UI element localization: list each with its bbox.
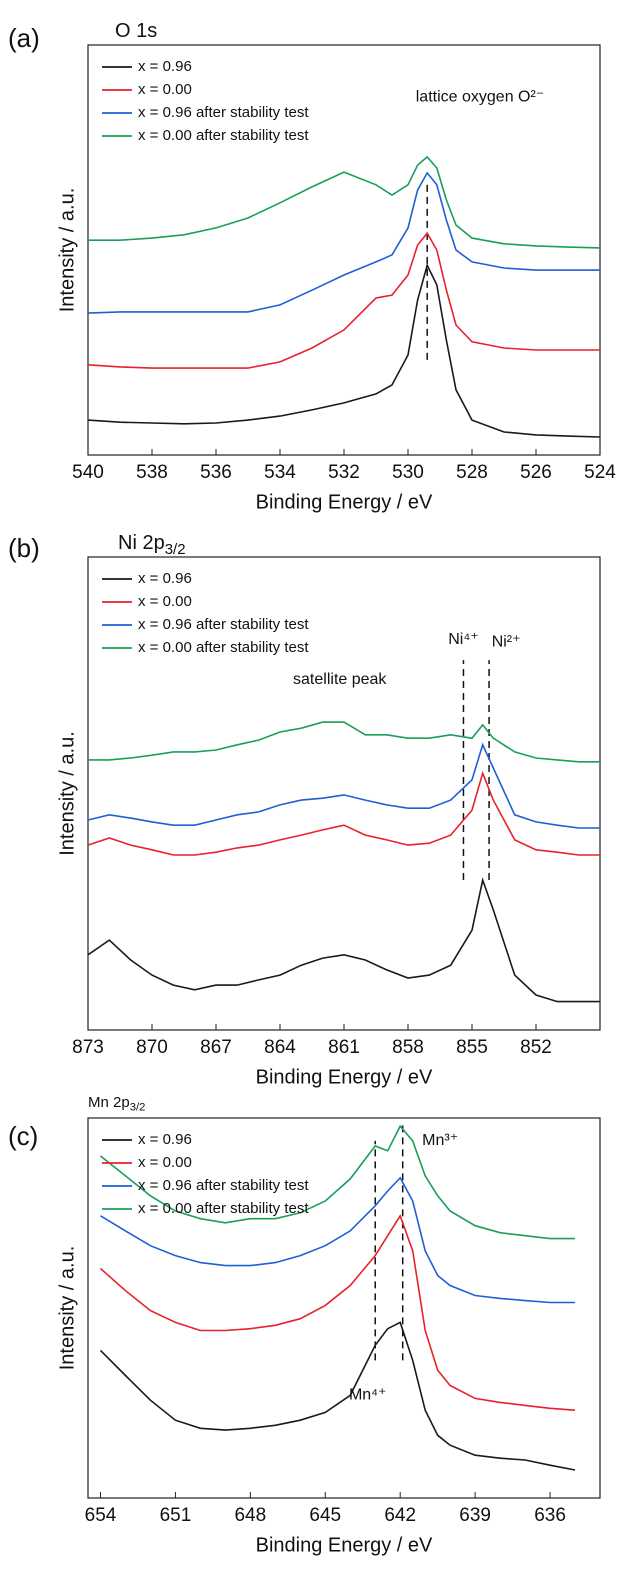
spectrum-line <box>99 1213 576 1411</box>
x-axis-label: Binding Energy / eV <box>256 1534 433 1556</box>
legend-label: x = 0.96 after stability test <box>138 104 309 121</box>
legend-label: x = 0.96 after stability test <box>138 1177 309 1194</box>
annotation: lattice oxygen O²⁻ <box>416 88 545 105</box>
x-tick-label: 639 <box>459 1505 491 1526</box>
x-tick-label: 530 <box>392 462 424 483</box>
panel-label: (b) <box>8 533 40 563</box>
x-tick-label: 540 <box>72 462 104 483</box>
legend-label: x = 0.00 after stability test <box>138 639 309 656</box>
x-tick-label: 861 <box>328 1037 360 1058</box>
panel-title: O 1s <box>115 20 157 42</box>
legend-label: x = 0.00 <box>138 81 192 98</box>
panel: (b) Ni 2p3/2 873 870 867 864 861 858 855 852 Bindi… <box>8 532 601 1088</box>
spectrum-line <box>88 721 600 763</box>
x-tick-label: 864 <box>264 1037 296 1058</box>
spectrum-line <box>88 155 601 249</box>
y-axis-label: Intensity / a.u. <box>56 188 78 313</box>
x-tick-label: 867 <box>200 1037 232 1058</box>
panel-title: Mn 2p3/2 <box>88 1094 145 1114</box>
legend-label: x = 0.00 <box>138 1154 192 1171</box>
legend-label: x = 0.96 <box>138 1131 192 1148</box>
x-tick-label: 536 <box>200 462 232 483</box>
x-tick-label: 648 <box>234 1505 266 1526</box>
legend-label: x = 0.00 <box>138 593 192 610</box>
x-tick-label: 651 <box>160 1505 192 1526</box>
panel-label: (c) <box>8 1121 38 1151</box>
x-tick-label: 855 <box>456 1037 488 1058</box>
x-axis-label: Binding Energy / eV <box>256 1066 433 1088</box>
legend-label: x = 0.00 after stability test <box>138 1200 309 1217</box>
x-tick-label: 524 <box>584 462 616 483</box>
title-main: Mn 2p <box>88 1094 130 1111</box>
x-tick-label: 654 <box>85 1505 117 1526</box>
plot-frame <box>87 1117 601 1499</box>
x-tick-label: 526 <box>520 462 552 483</box>
legend-label: x = 0.96 <box>138 570 192 587</box>
title-subscript: 3/2 <box>130 1101 146 1113</box>
x-tick-label: 642 <box>384 1505 416 1526</box>
x-tick-label: 858 <box>392 1037 424 1058</box>
legend-label: x = 0.96 <box>138 58 192 75</box>
x-tick-label: 538 <box>136 462 168 483</box>
annotation: Mn⁴⁺ <box>349 1387 387 1404</box>
panel-label: (a) <box>8 23 40 53</box>
spectrum-line <box>87 742 600 829</box>
title-subscript: 3/2 <box>165 541 186 558</box>
legend-label: x = 0.00 after stability test <box>138 127 309 144</box>
legend-label: x = 0.96 after stability test <box>138 616 309 633</box>
spectrum-line <box>100 1124 575 1240</box>
annotation: Ni²⁺ <box>492 633 521 650</box>
title-main: O 1s <box>115 20 157 42</box>
annotation: Ni⁴⁺ <box>448 631 478 648</box>
y-axis-label: Intensity / a.u. <box>56 731 78 856</box>
spectrum-line <box>87 231 600 369</box>
x-tick-label: 870 <box>136 1037 168 1058</box>
x-tick-label: 645 <box>309 1505 341 1526</box>
x-tick-label: 532 <box>328 462 360 483</box>
x-axis-label: Binding Energy / eV <box>256 491 433 513</box>
title-main: Ni 2p <box>118 532 165 554</box>
panel: (c) Mn 2p3/2 654 651 648 645 642 639 636 Binding … <box>8 1094 601 1556</box>
spectrum-line <box>87 770 600 856</box>
panel-title: Ni 2p3/2 <box>118 532 186 558</box>
x-tick-label: 873 <box>72 1037 104 1058</box>
x-tick-label: 528 <box>456 462 488 483</box>
spectrum-line <box>87 171 600 314</box>
annotation: Mn³⁺ <box>422 1132 458 1149</box>
spectrum-line <box>87 262 601 438</box>
x-tick-label: 534 <box>264 462 296 483</box>
x-tick-label: 852 <box>520 1037 552 1058</box>
annotation: satellite peak <box>293 671 387 688</box>
spectrum-line <box>87 877 600 1003</box>
x-tick-label: 636 <box>534 1505 566 1526</box>
y-axis-label: Intensity / a.u. <box>56 1246 78 1371</box>
spectrum-line <box>100 1176 575 1304</box>
spectrum-line <box>99 1321 576 1471</box>
panel: (a) O 1s 540 538 536 534 532 530 528 526 524 Bindin… <box>8 20 616 513</box>
